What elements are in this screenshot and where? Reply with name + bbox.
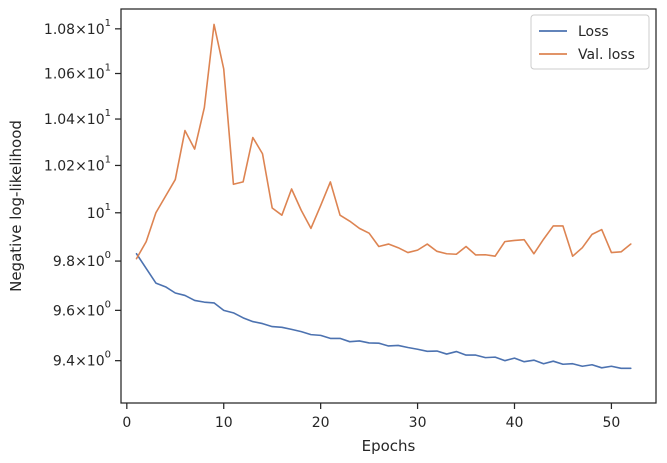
- series-layer: [135, 23, 632, 370]
- y-tick-label: 1.08×101: [44, 18, 111, 38]
- y-tick-exponent: 1: [105, 154, 111, 165]
- plot-frame: [120, 8, 657, 404]
- y-tick-exponent: 0: [105, 299, 111, 310]
- y-tick-mantissa: 9.4×10: [53, 354, 105, 370]
- legend-label: Loss: [578, 24, 609, 40]
- y-tick-label: 1.04×101: [44, 108, 111, 128]
- y-tick-mantissa: 1.04×10: [44, 112, 105, 128]
- x-tick-label: 50: [603, 415, 621, 431]
- y-tick-exponent: 1: [105, 202, 111, 213]
- y-tick-mantissa: 9.6×10: [53, 303, 105, 319]
- y-tick-label: 9.6×100: [53, 299, 111, 319]
- y-tick-label: 1.02×101: [44, 154, 111, 174]
- y-tick-mantissa: 10: [87, 206, 105, 222]
- x-tick-label: 40: [506, 415, 524, 431]
- y-tick-exponent: 1: [105, 18, 111, 29]
- x-tick-label: 20: [312, 415, 330, 431]
- y-tick-exponent: 1: [105, 108, 111, 119]
- x-axis-label: Epochs: [362, 437, 416, 455]
- x-tick-label: 0: [122, 415, 131, 431]
- legend-box: [530, 14, 650, 70]
- y-tick-mantissa: 1.08×10: [44, 22, 105, 38]
- y-tick-label: 101: [87, 202, 111, 222]
- series-line-loss: [135, 252, 632, 370]
- x-tick-label: 30: [409, 415, 427, 431]
- plot-area: [120, 8, 657, 404]
- x-tick-label: 10: [215, 415, 233, 431]
- y-axis: 9.4×1009.6×1009.8×1001011.02×1011.04×101…: [44, 18, 121, 370]
- series-line-val-loss: [135, 23, 632, 260]
- legend-label: Val. loss: [578, 47, 635, 63]
- y-tick-label: 9.4×100: [53, 350, 111, 370]
- y-tick-mantissa: 9.8×10: [53, 254, 105, 270]
- y-tick-mantissa: 1.06×10: [44, 67, 105, 83]
- y-tick-label: 1.06×101: [44, 63, 111, 83]
- y-axis-label: Negative log-likelihood: [7, 120, 25, 292]
- y-tick-exponent: 0: [105, 250, 111, 261]
- x-axis: 0 10 20 30 40 50: [122, 403, 620, 431]
- y-tick-mantissa: 1.02×10: [44, 158, 105, 174]
- y-tick-exponent: 1: [105, 63, 111, 74]
- y-tick-label: 9.8×100: [53, 250, 111, 270]
- y-tick-exponent: 0: [105, 350, 111, 361]
- legend: Loss Val. loss: [530, 14, 650, 70]
